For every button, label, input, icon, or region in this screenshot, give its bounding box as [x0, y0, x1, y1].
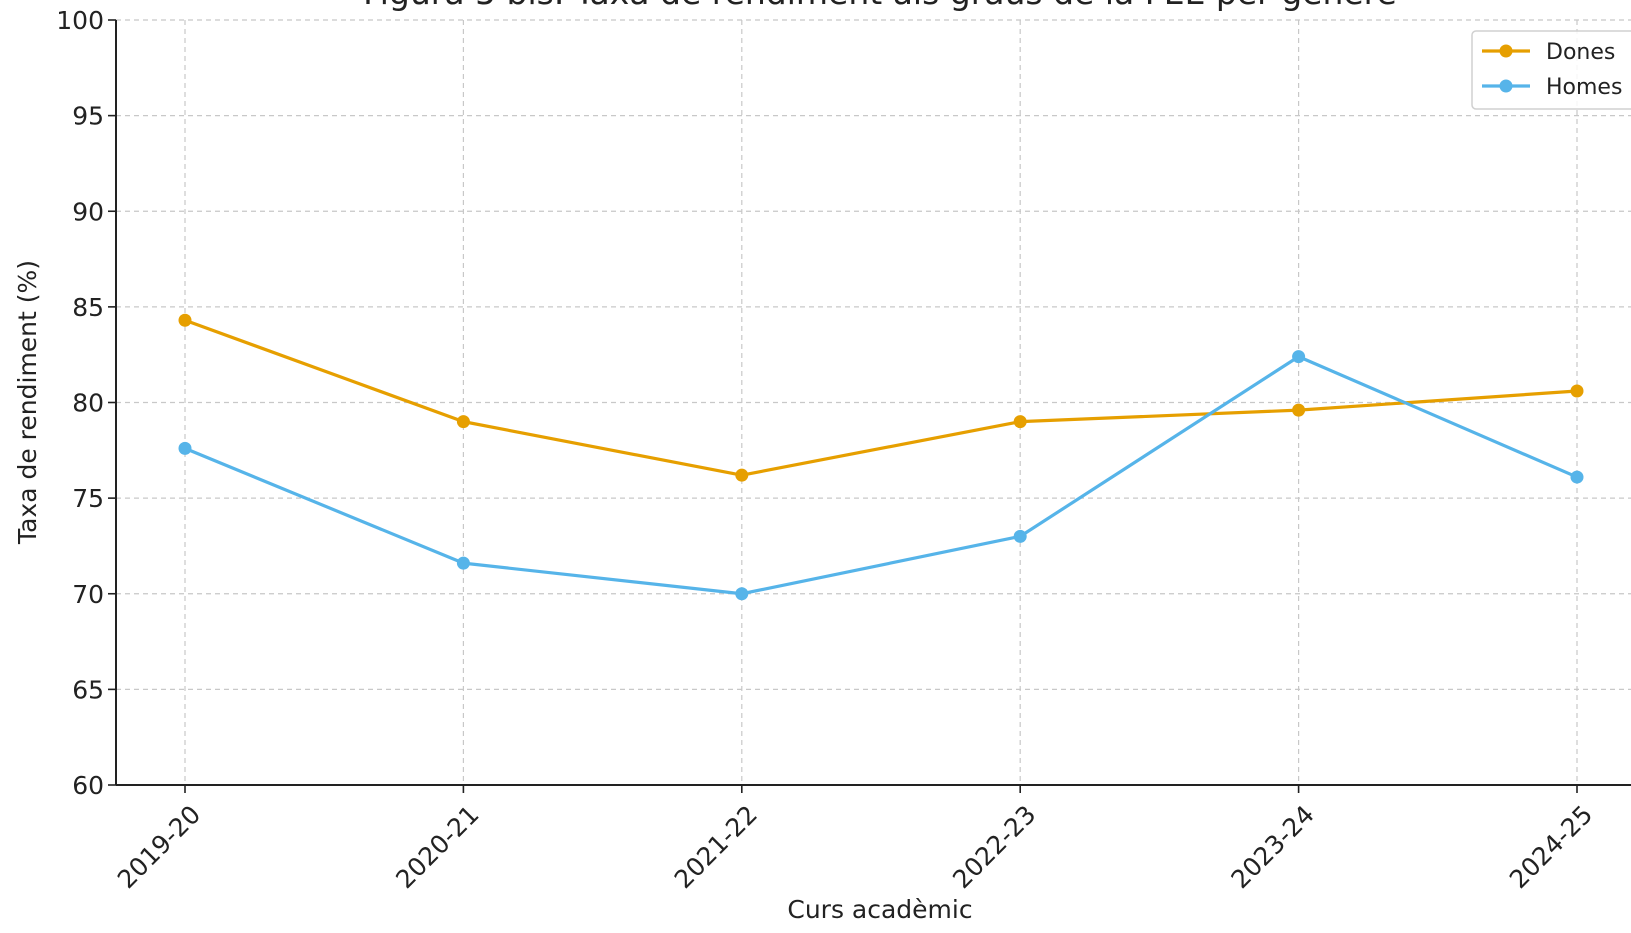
- tick-labels: 60 65 70 75 80 85 90 95 100 2019-20 2020-21 2021-22…: [56, 6, 1598, 894]
- y-axis-title: Taxa de rendiment (%): [13, 260, 42, 545]
- data-point-homes: [1292, 350, 1306, 364]
- legend-item-homes: Homes: [1482, 75, 1622, 100]
- grid-lines: [116, 19, 1631, 785]
- legend-label-dones: Dones: [1546, 40, 1615, 65]
- data-point-homes: [178, 441, 192, 455]
- legend-item-dones: Dones: [1482, 40, 1615, 65]
- data-point-dones: [178, 313, 192, 327]
- legend: Dones Homes: [1471, 30, 1631, 110]
- y-tick-label: 65: [72, 675, 104, 704]
- x-axis-title: Curs acadèmic: [787, 895, 972, 924]
- data-point-dones: [456, 415, 470, 429]
- y-tick-label: 90: [72, 197, 104, 226]
- chart-title: Figura 5 bis. Taxa de rendiment als grau…: [363, 0, 1397, 12]
- x-tick-label: 2022-23: [947, 800, 1041, 894]
- y-tick-label: 75: [72, 484, 104, 513]
- y-tick-label: 70: [72, 580, 104, 609]
- x-tick-label: 2023-24: [1225, 800, 1319, 894]
- data-point-homes: [1013, 529, 1027, 543]
- x-tick-label: 2021-22: [669, 800, 763, 894]
- data-point-homes: [1570, 470, 1584, 484]
- y-tick-label: 85: [72, 293, 104, 322]
- series-homes: [178, 350, 1584, 601]
- x-tick-label: 2024-25: [1504, 800, 1598, 894]
- legend-marker-homes: [1499, 79, 1513, 93]
- y-tick-label: 60: [72, 771, 104, 800]
- series-dones: [178, 313, 1584, 482]
- legend-label-homes: Homes: [1546, 75, 1622, 100]
- data-point-dones: [735, 468, 749, 482]
- x-tick-label: 2020-21: [390, 800, 484, 894]
- y-tick-label: 100: [56, 6, 104, 35]
- legend-marker-dones: [1499, 44, 1513, 58]
- series-line-dones: [184, 318, 1578, 477]
- data-point-dones: [1013, 415, 1027, 429]
- axes: [108, 19, 1631, 793]
- data-point-dones: [1292, 403, 1306, 417]
- x-tick-label: 2019-20: [112, 800, 206, 894]
- y-tick-label: 80: [72, 389, 104, 418]
- series-layer: [178, 313, 1584, 601]
- data-point-dones: [1570, 384, 1584, 398]
- data-point-homes: [456, 556, 470, 570]
- y-tick-label: 95: [72, 102, 104, 131]
- series-line-homes: [184, 355, 1578, 596]
- data-point-homes: [735, 587, 749, 601]
